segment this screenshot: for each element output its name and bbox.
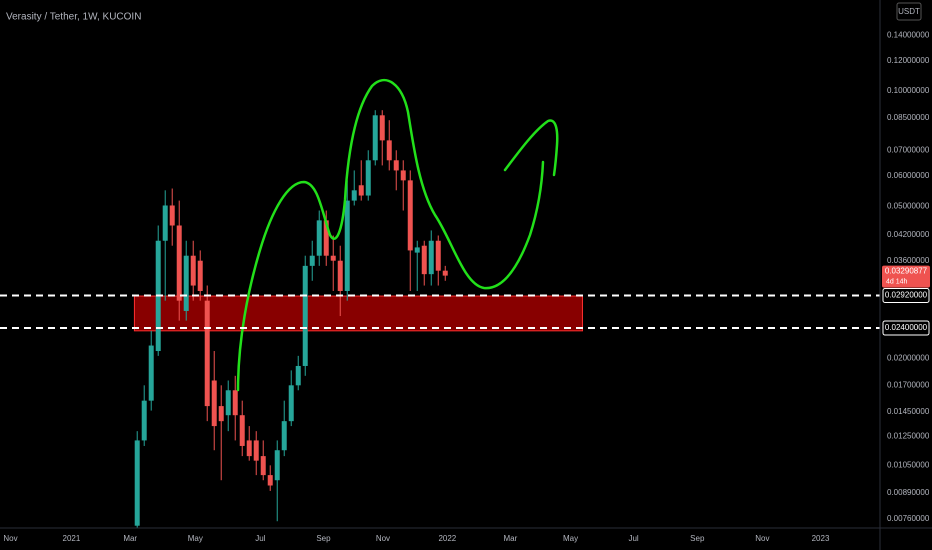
y-tick-label: 0.02000000 — [887, 353, 930, 362]
candle-body — [435, 240, 441, 271]
candle-body — [288, 385, 294, 422]
x-tick-label: Mar — [123, 534, 137, 543]
currency-box — [896, 2, 922, 21]
x-tick-label: Jul — [628, 534, 638, 543]
x-tick-label: May — [188, 534, 203, 543]
candle-body — [225, 390, 231, 416]
candle-body — [204, 300, 210, 407]
x-tick-label: 2021 — [63, 534, 81, 543]
candle-body — [337, 260, 343, 291]
candle-body — [274, 450, 280, 481]
price-axis — [880, 0, 932, 528]
candle-body — [407, 180, 413, 251]
zone-layer — [133, 295, 583, 332]
x-tick-label: 2023 — [812, 534, 830, 543]
y-tick-label: 0.00890000 — [887, 488, 930, 497]
hand-drawing — [236, 79, 559, 392]
candle-body — [316, 220, 322, 256]
candle-body — [183, 255, 189, 311]
x-tick-label: Nov — [3, 534, 17, 543]
y-tick-label: 0.12000000 — [887, 56, 930, 65]
y-tick-label: 0.07000000 — [887, 145, 930, 154]
y-tick-label: 0.01450000 — [887, 407, 930, 416]
candle-body — [330, 255, 336, 261]
x-tick-label: Sep — [690, 534, 705, 543]
drawn-hook — [503, 119, 559, 177]
candle-body — [400, 170, 406, 181]
hline-label-box — [882, 320, 930, 336]
candle-body — [267, 475, 273, 486]
candle-body — [239, 415, 245, 446]
candle-body — [295, 365, 301, 386]
y-tick-label: 0.01050000 — [887, 460, 930, 469]
candle-body — [302, 265, 308, 366]
hline-label: 0.02400000 — [885, 323, 928, 332]
candle-body — [141, 400, 147, 441]
y-tick-label: 0.01700000 — [887, 380, 930, 389]
candle-body — [260, 456, 266, 476]
candle-body — [197, 260, 203, 291]
x-tick-label: Nov — [755, 534, 769, 543]
candle-body — [386, 140, 392, 161]
candle-body — [428, 240, 434, 275]
candle-body — [323, 220, 329, 256]
y-tick-label: 0.03600000 — [887, 256, 930, 265]
hline-label: 0.02920000 — [885, 291, 928, 300]
candle-body — [134, 440, 140, 526]
x-tick-label: May — [563, 534, 578, 543]
y-tick-label: 0.04200000 — [887, 230, 930, 239]
last-price-box — [882, 265, 930, 288]
candle-body — [148, 345, 154, 401]
candle-body — [232, 390, 238, 416]
candle-body — [246, 440, 252, 457]
y-tick-label: 0.10000000 — [887, 86, 930, 95]
x-tick-label: Sep — [316, 534, 331, 543]
candle-body — [309, 255, 315, 266]
y-tick-label: 0.06000000 — [887, 171, 930, 180]
candle-body — [281, 421, 287, 451]
candle-layer — [134, 110, 448, 528]
drawn-curve — [236, 79, 545, 392]
candle-body — [162, 205, 168, 241]
candle-body — [218, 406, 224, 422]
candle-body — [211, 380, 217, 427]
candle-body — [379, 115, 385, 141]
candle-body — [253, 440, 259, 461]
last-price: 0.03290877 — [885, 267, 928, 276]
candle-body — [190, 255, 196, 286]
candle-body — [414, 247, 420, 253]
candle-body — [442, 270, 448, 276]
x-tick-label: Nov — [376, 534, 390, 543]
line-layer — [0, 294, 880, 330]
currency: USDT — [898, 7, 920, 16]
candle-body — [344, 200, 350, 291]
candle-body — [365, 160, 371, 196]
y-tick-label: 0.08500000 — [887, 113, 930, 122]
chart-title: Verasity / Tether, 1W, KUCOIN — [6, 12, 141, 23]
y-tick-label: 0.01250000 — [887, 431, 930, 440]
y-tick-label: 0.14000000 — [887, 30, 930, 39]
candle-body — [351, 190, 357, 201]
candle-body — [169, 205, 175, 226]
x-tick-label: Mar — [503, 534, 517, 543]
candle-body — [421, 245, 427, 275]
candle-body — [393, 160, 399, 171]
y-tick-label: 0.00760000 — [887, 514, 930, 523]
candle-body — [372, 115, 378, 161]
candle-body — [358, 185, 364, 196]
x-tick-label: Jul — [255, 534, 265, 543]
y-tick-label: 0.05000000 — [887, 201, 930, 210]
axis-layer: 0.14000000 0.12000000 0.10000000 0.08500000… — [3, 30, 930, 543]
hline-label-box — [882, 287, 930, 303]
support-zone — [133, 295, 583, 332]
x-tick-label: 2022 — [438, 534, 456, 543]
countdown: 4d 14h — [886, 278, 908, 285]
candle-body — [176, 225, 182, 301]
